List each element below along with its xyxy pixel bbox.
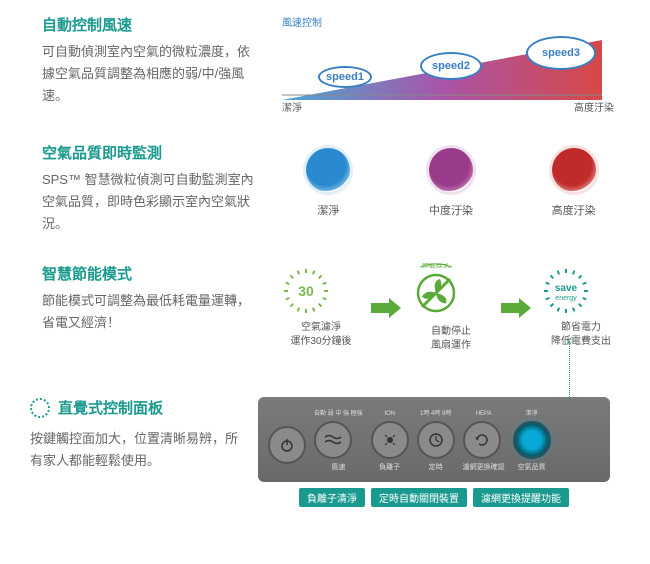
quality-item-1: 中度汙染 [429,148,473,218]
timer-30-icon: 30 [282,267,330,315]
save-energy-icon: save energy [542,267,590,315]
ion-button[interactable] [371,421,409,459]
auto-speed-desc: 可自動偵測室內空氣的微粒濃度，依據空氣品質調整為相應的弱/中/強風速。 [42,41,262,107]
text-col: 智慧節能模式 節能模式可調整為最低耗電量運轉，省電又經濟！ [42,263,262,353]
callout-2: 濾網更換提醒功能 [473,488,569,507]
timer-button-col: 1時 4時 8時 定時 [417,409,455,472]
dotted-circle-icon [30,398,50,418]
air-quality-visual: 潔淨 中度汙染 高度汙染 [282,142,620,235]
text-col: 直覺式控制面板 按鍵觸控面加大，位置清晰易辨，所有家人都能輕鬆使用。 [30,397,242,507]
quality-label: 高度汙染 [552,202,596,218]
energy-save-desc: 節能模式可調整為最低耗電量運轉，省電又經濟！ [42,290,262,334]
filter-button-top-label: HEPA [463,409,505,419]
air-quality-title: 空氣品質即時監測 [42,142,262,163]
speed-oval-1: speed2 [420,52,482,80]
quality-label: 潔淨 [306,202,350,218]
ion-button-bot-label: 負離子 [371,462,409,472]
section-energy-save: 智慧節能模式 節能模式可調整為最低耗電量運轉，省電又經濟！ 30 空氣濾淨運作3… [0,249,650,367]
speed-button-top-label: 自動 弱 中 強 極強 [314,409,363,419]
timer-button-top-label: 1時 4時 8時 [417,409,455,419]
fan-stop-icon: 節能模式 [412,263,460,319]
filter-button-bot-label: 濾網更換確認 [463,462,505,472]
energy-save-title: 智慧節能模式 [42,263,262,284]
quality-item-0: 潔淨 [306,148,350,218]
quality-indicator[interactable] [513,421,551,459]
power-button-col [268,414,306,467]
svg-text:energy: energy [555,295,577,302]
energy-step-label: 節省電力降低電費支出 [542,321,620,349]
filter-button-col: HEPA 濾網更換確認 [463,409,505,472]
arrow-right-icon [371,298,401,318]
control-panel: 自動 弱 中 強 極強 風速 ION 負離子 1時 4時 8時 定時 HEPA … [258,397,610,482]
speed-button-col: 自動 弱 中 強 極強 風速 [314,409,363,472]
speed-visual: 風速控制 speed1 speed2 speed3 潔淨 高度汙染 [282,14,620,114]
arrow-right-icon [501,298,531,318]
air-quality-desc: SPS™ 智慧微粒偵測可自動監測室內空氣品質，即時色彩顯示室內空氣狀況。 [42,169,262,235]
quality-circle-icon [306,148,350,192]
energy-step-0: 30 空氣濾淨運作30分鐘後 [282,267,360,349]
power-button-top-label [268,414,306,424]
energy-step-4: save energy 節省電力降低電費支出 [542,267,620,349]
svg-text:save: save [555,283,578,294]
callout-1: 定時自動關閉裝置 [371,488,467,507]
axis-left-label: 潔淨 [282,99,302,114]
control-panel-title: 直覺式控制面板 [58,397,163,418]
section-air-quality: 空氣品質即時監測 SPS™ 智慧微粒偵測可自動監測室內空氣品質，即時色彩顯示室內… [0,128,650,249]
quality-circle-icon [429,148,473,192]
auto-speed-title: 自動控制風速 [42,14,262,35]
quality-indicator-bot-label: 空氣品質 [513,462,551,472]
ion-button-col: ION 負離子 [371,409,409,472]
quality-label: 中度汙染 [429,202,473,218]
quality-item-2: 高度汙染 [552,148,596,218]
svg-text:30: 30 [298,283,314,299]
energy-step-label: 自動停止風扇運作 [412,325,490,353]
filter-button[interactable] [463,421,501,459]
ion-button-top-label: ION [371,409,409,419]
energy-step-2: 節能模式 自動停止風扇運作 [412,263,490,353]
speed-button-bot-label: 風速 [314,462,363,472]
text-col: 空氣品質即時監測 SPS™ 智慧微粒偵測可自動監測室內空氣品質，即時色彩顯示室內… [42,142,262,235]
svg-text:節能模式: 節能模式 [422,263,450,269]
energy-step-label: 空氣濾淨運作30分鐘後 [282,321,360,349]
quality-indicator-col: 潔淨 空氣品質 [513,409,551,472]
control-panel-visual: 自動 弱 中 強 極強 風速 ION 負離子 1時 4時 8時 定時 HEPA … [258,397,610,507]
connector-line-icon [569,341,570,397]
power-button[interactable] [268,426,306,464]
quality-circle-icon [552,148,596,192]
callout-0: 負離子清淨 [299,488,365,507]
timer-button[interactable] [417,421,455,459]
text-col: 自動控制風速 可自動偵測室內空氣的微粒濃度，依據空氣品質調整為相應的弱/中/強風… [42,14,262,114]
section-control-panel: 直覺式控制面板 按鍵觸控面加大，位置清晰易辨，所有家人都能輕鬆使用。 自動 弱 … [0,367,650,521]
speed-chart-title: 風速控制 [282,14,322,29]
speed-button[interactable] [314,421,352,459]
section-auto-speed: 自動控制風速 可自動偵測室內空氣的微粒濃度，依據空氣品質調整為相應的弱/中/強風… [0,0,650,128]
speed-oval-2: speed3 [526,36,596,70]
speed-oval-0: speed1 [318,66,372,88]
timer-button-bot-label: 定時 [417,462,455,472]
control-panel-desc: 按鍵觸控面加大，位置清晰易辨，所有家人都能輕鬆使用。 [30,428,242,472]
quality-indicator-top-label: 潔淨 [513,409,551,419]
axis-right-label: 高度汙染 [574,99,614,114]
